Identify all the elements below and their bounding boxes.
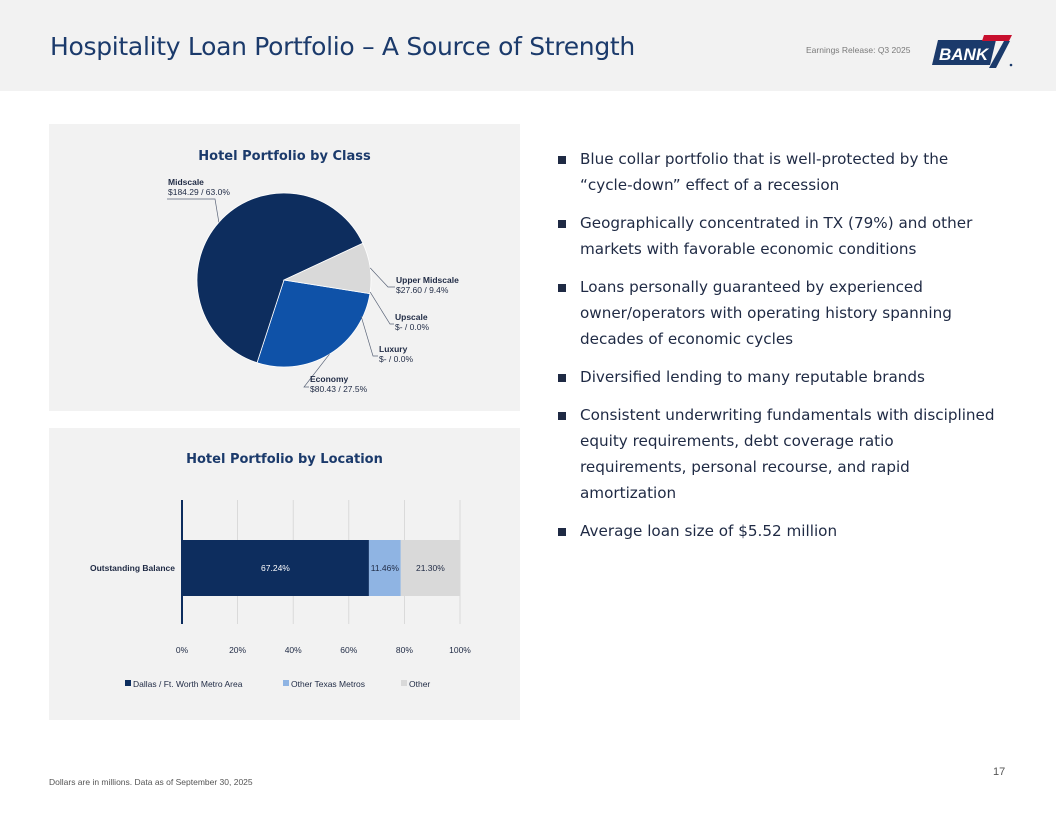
bullet-item: Blue collar portfolio that is well-prote…	[557, 146, 997, 198]
category-label: Outstanding Balance	[90, 563, 175, 573]
bullet-text: Consistent underwriting fundamentals wit…	[580, 406, 995, 502]
pie-leader-line	[369, 291, 394, 325]
legend-label: Other	[409, 679, 430, 689]
bullet-item: Geographically concentrated in TX (79%) …	[557, 210, 997, 262]
bullet-item: Loans personally guaranteed by experienc…	[557, 274, 997, 352]
class-pie-chart: Midscale$184.29 / 63.0% Upper Midscale$27…	[167, 177, 459, 394]
logo-seven-stem	[989, 41, 1010, 68]
bullet-item: Diversified lending to many reputable br…	[557, 364, 997, 390]
x-tick-label: 20%	[229, 645, 246, 655]
pie-label-value: $80.43 / 27.5%	[310, 384, 368, 394]
pie-label-value: $184.29 / 63.0%	[168, 187, 230, 197]
bullet-text: Blue collar portfolio that is well-prote…	[580, 150, 949, 194]
pie-leader-line	[369, 267, 395, 288]
legend-swatch	[283, 680, 289, 686]
x-tick-label: 60%	[340, 645, 357, 655]
key-points-list: Blue collar portfolio that is well-prote…	[557, 146, 997, 556]
logo-seven-bar	[982, 35, 1012, 41]
footnote: Dollars are in millions. Data as of Sept…	[49, 777, 253, 787]
registered-mark-icon	[1009, 63, 1013, 67]
x-tick-label: 100%	[449, 645, 471, 655]
legend-swatch	[401, 680, 407, 686]
pie-label-name: Midscale	[168, 177, 204, 187]
page-number: 17	[993, 766, 1006, 778]
bank7-logo: BANK 7	[932, 32, 1013, 68]
logo-seven: 7	[932, 32, 933, 33]
bullet-text: Geographically concentrated in TX (79%) …	[580, 214, 973, 258]
bar-segment-other-texas-metros	[368, 540, 401, 596]
release-label: Earnings Release: Q3 2025	[806, 45, 911, 55]
bar-segment-dallas-ft-worth-metro-area	[182, 540, 369, 596]
pie-label-name: Economy	[310, 374, 349, 384]
bullet-square-icon	[558, 156, 566, 164]
pie-label-value: $27.60 / 9.4%	[396, 285, 449, 295]
bullet-square-icon	[558, 528, 566, 536]
bullet-square-icon	[558, 220, 566, 228]
bullet-item: Consistent underwriting fundamentals wit…	[557, 402, 997, 506]
page-title: Hospitality Loan Portfolio – A Source of…	[50, 32, 635, 61]
class-chart-title: Hotel Portfolio by Class	[198, 149, 371, 164]
location-bar-chart: 0% 20% 40% 60% 80% 100% 67.24% 11.46% 21.30% Outs…	[90, 500, 471, 689]
bullet-text: Loans personally guaranteed by experienc…	[580, 278, 952, 348]
location-chart-title: Hotel Portfolio by Location	[186, 452, 383, 467]
bullet-text: Diversified lending to many reputable br…	[580, 368, 925, 386]
pie-label-name: Upscale	[395, 312, 428, 322]
bullet-text: Average loan size of $5.52 million	[580, 522, 838, 540]
pie-leader-line	[167, 198, 220, 223]
pie-leader-line	[303, 353, 330, 388]
pie-leader-line	[360, 315, 378, 357]
bullet-square-icon	[558, 284, 566, 292]
pie-slice-upper-midscale	[282, 242, 372, 295]
pie-label-name: Upper Midscale	[396, 275, 459, 285]
bar-data-label: 11.46%	[371, 563, 400, 573]
location-chart-panel: Hotel Portfolio by Location 0% 20% 40% 60% 8…	[49, 428, 520, 720]
logo-plate	[932, 40, 996, 65]
bar-data-label: 21.30%	[416, 563, 445, 573]
bullet-square-icon	[558, 374, 566, 382]
logo-text: BANK	[939, 45, 990, 64]
legend-swatch	[125, 680, 131, 686]
x-tick-label: 0%	[176, 645, 189, 655]
header-bar	[0, 0, 1056, 91]
pie-label-value: $- / 0.0%	[395, 322, 429, 332]
legend-label: Other Texas Metros	[291, 679, 365, 689]
bullet-item: Average loan size of $5.52 million	[557, 518, 997, 544]
x-tick-label: 80%	[396, 645, 413, 655]
bar-data-label: 67.24%	[261, 563, 290, 573]
pie-label-name: Luxury	[379, 344, 408, 354]
class-chart-panel: Hotel Portfolio by Class Midscale $184.29…	[49, 124, 520, 411]
bullet-square-icon	[558, 412, 566, 420]
pie-label-value: $- / 0.0%	[379, 354, 413, 364]
legend-label: Dallas / Ft. Worth Metro Area	[133, 679, 243, 689]
pie-slice-midscale	[196, 192, 364, 364]
bar-segment-other	[400, 540, 460, 596]
x-tick-label: 40%	[285, 645, 302, 655]
